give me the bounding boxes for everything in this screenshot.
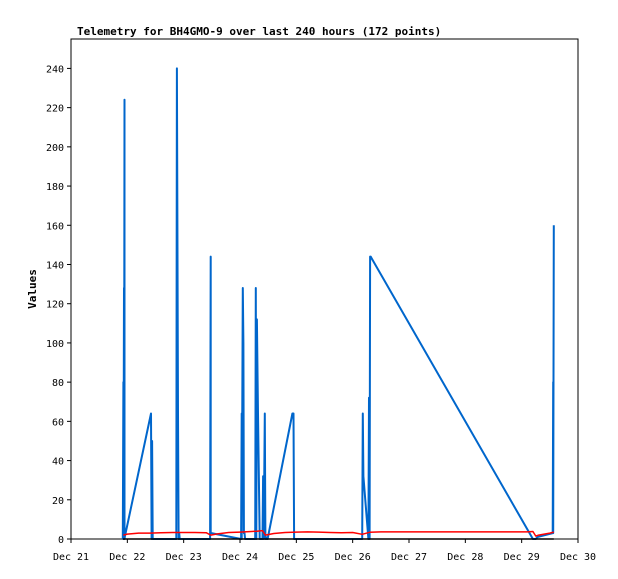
x-axis-ticks: Dec 21 Dec 22 Dec 23 Dec 24 Dec 25 Dec 26 Dec … [53, 539, 596, 563]
y-tick-label: 220 [46, 104, 64, 115]
y-tick-label: 0 [58, 535, 64, 546]
y-tick-label: 80 [52, 378, 64, 389]
x-tick-label: Dec 23 [166, 552, 202, 563]
x-tick-label: Dec 27 [391, 552, 427, 563]
chart-title: Telemetry for BH4GMO-9 over last 240 hou… [77, 25, 441, 38]
series-layer [121, 67, 555, 540]
y-tick-label: 60 [52, 417, 64, 428]
x-tick-label: Dec 21 [53, 552, 89, 563]
x-tick-label: Dec 25 [278, 552, 314, 563]
plot-area [70, 38, 579, 540]
y-tick-label: 240 [46, 64, 64, 75]
x-tick-label: Dec 28 [447, 552, 483, 563]
y-tick-label: 200 [46, 143, 64, 154]
y-tick-label: 100 [46, 339, 64, 350]
y-tick-label: 180 [46, 182, 64, 193]
series-line-0 [121, 67, 555, 540]
x-tick-label: Dec 24 [222, 552, 258, 563]
y-tick-label: 120 [46, 300, 64, 311]
y-tick-label: 140 [46, 260, 64, 271]
x-tick-label: Dec 26 [335, 552, 371, 563]
x-tick-label: Dec 30 [560, 552, 596, 563]
x-tick-label: Dec 22 [109, 552, 145, 563]
y-tick-label: 40 [52, 457, 64, 468]
y-tick-label: 160 [46, 221, 64, 232]
y-axis-ticks: 0 20 40 60 80 100 120 140 160 180 200 220 240 [46, 64, 71, 546]
x-tick-label: Dec 29 [504, 552, 540, 563]
series-line-1 [123, 529, 554, 537]
y-axis-label: Values [26, 269, 39, 309]
y-tick-label: 20 [52, 496, 64, 507]
